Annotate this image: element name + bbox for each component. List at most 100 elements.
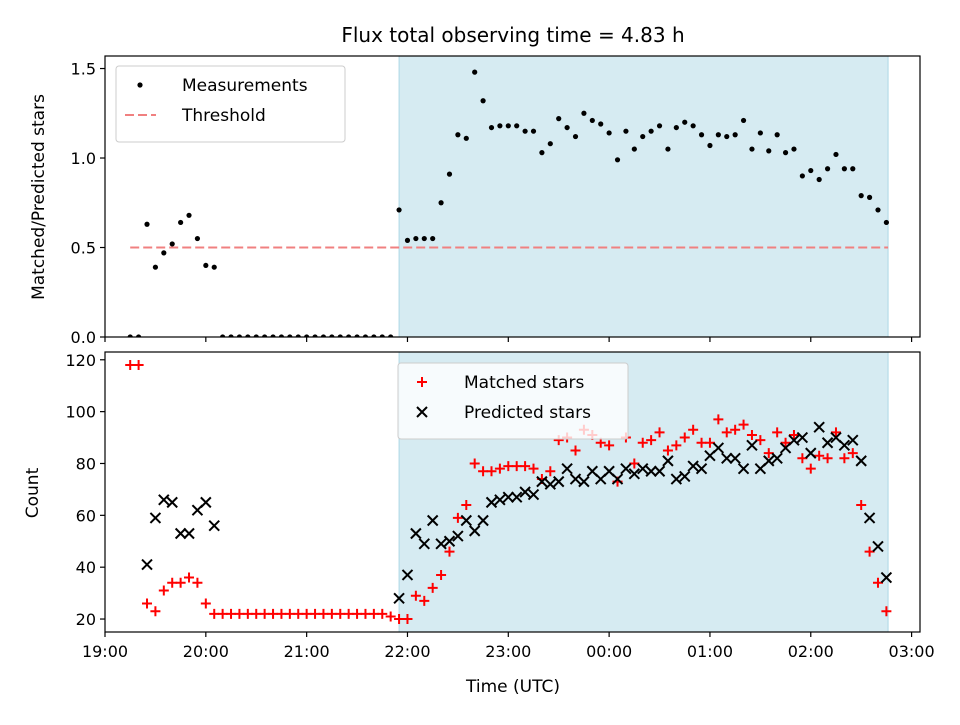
legend-marker-dot — [137, 82, 143, 88]
data-point — [436, 569, 447, 580]
legend: Measurements Threshold — [115, 65, 346, 143]
data-point — [611, 473, 624, 485]
data-point — [740, 117, 747, 124]
data-point — [144, 221, 150, 227]
data-point — [505, 123, 511, 129]
data-point — [746, 429, 757, 440]
data-point — [808, 167, 814, 174]
data-point — [200, 496, 212, 509]
data-point — [510, 491, 523, 503]
data-point — [245, 334, 251, 337]
data-point — [814, 450, 825, 461]
x-tick-label: 23:00 — [485, 642, 531, 661]
data-point — [679, 432, 690, 443]
y-tick-label: 100 — [65, 403, 96, 422]
data-point — [656, 123, 663, 129]
data-point — [477, 514, 489, 527]
data-point — [755, 435, 766, 446]
data-point — [318, 608, 329, 619]
data-point — [645, 465, 657, 477]
data-point — [687, 460, 699, 472]
data-point — [791, 146, 797, 152]
data-point — [847, 448, 858, 459]
data-point — [443, 535, 456, 547]
data-point — [169, 241, 175, 247]
data-point — [488, 124, 495, 131]
data-point — [788, 429, 799, 440]
x-tick-label: 00:00 — [586, 642, 632, 661]
data-point — [872, 540, 884, 553]
data-point — [690, 123, 696, 129]
data-point — [688, 424, 699, 435]
data-point — [527, 488, 540, 501]
data-point — [858, 193, 864, 199]
x-tick-label: 19:00 — [82, 642, 128, 661]
data-point — [228, 334, 234, 337]
data-point — [654, 427, 665, 438]
data-point — [284, 608, 295, 619]
data-point — [480, 98, 486, 104]
x-tick-label: 21:00 — [284, 642, 330, 661]
data-point — [850, 166, 856, 172]
data-point — [427, 582, 438, 593]
data-point — [242, 608, 253, 619]
data-point — [519, 486, 531, 498]
data-point — [581, 110, 587, 116]
bottom-y-axis-label: Count — [23, 467, 43, 518]
data-point — [478, 466, 489, 477]
data-point — [620, 462, 632, 475]
data-point — [502, 491, 515, 503]
data-point — [698, 132, 705, 138]
data-point — [707, 142, 713, 149]
data-point — [468, 525, 481, 537]
legend-label: Threshold — [181, 106, 266, 126]
data-point — [430, 235, 436, 242]
data-point — [236, 334, 243, 337]
data-point — [838, 439, 851, 452]
data-point — [713, 414, 724, 425]
data-point — [544, 478, 557, 490]
data-point — [721, 452, 733, 465]
data-point — [446, 171, 453, 177]
chart-title: Flux total observing time = 4.83 h — [341, 23, 684, 47]
x-tick-label: 02:00 — [788, 642, 834, 661]
data-point — [259, 608, 270, 619]
data-point — [830, 427, 841, 438]
data-point — [883, 219, 889, 226]
data-point — [234, 608, 245, 619]
data-point — [217, 608, 228, 619]
data-point — [797, 453, 808, 464]
legend-marker-plus — [417, 377, 427, 387]
data-point — [816, 176, 822, 183]
data-point — [278, 334, 285, 337]
data-point — [142, 598, 153, 609]
data-point — [494, 463, 505, 474]
data-point — [371, 334, 377, 337]
legend-marker-x — [416, 406, 428, 418]
data-point — [200, 598, 211, 609]
data-point — [662, 445, 673, 456]
data-point — [452, 512, 463, 523]
data-point — [152, 264, 159, 270]
data-point — [194, 235, 201, 242]
legend-label: Matched stars — [464, 373, 584, 393]
data-point — [671, 440, 682, 451]
x-tick-label: 01:00 — [687, 642, 733, 661]
data-point — [413, 235, 419, 242]
data-point — [485, 496, 498, 509]
data-point — [856, 499, 867, 510]
data-point — [715, 132, 721, 138]
data-point — [444, 546, 455, 557]
data-point — [167, 577, 178, 588]
data-point — [679, 470, 691, 483]
data-point — [536, 475, 548, 488]
data-point — [262, 334, 268, 337]
data-point — [738, 419, 749, 430]
data-point — [653, 465, 666, 477]
data-point — [452, 530, 464, 542]
data-point — [564, 124, 570, 131]
data-point — [841, 166, 847, 172]
data-point — [320, 334, 327, 337]
data-point — [545, 466, 556, 477]
data-point — [539, 150, 545, 156]
